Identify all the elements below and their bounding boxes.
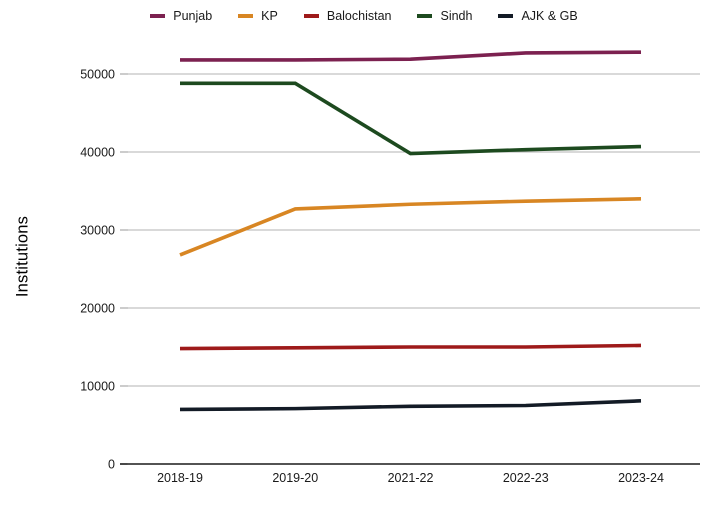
chart-legend: Punjab KP Balochistan Sindh AJK & GB — [0, 10, 728, 23]
x-tick-label: 2019-20 — [272, 471, 318, 485]
legend-label: AJK & GB — [521, 9, 578, 23]
legend-item-kp: KP — [238, 10, 278, 23]
legend-item-sindh: Sindh — [417, 10, 472, 23]
legend-swatch-punjab — [150, 14, 166, 19]
series-line-sindh — [180, 81, 642, 156]
y-tick-label: 10000 — [80, 380, 115, 394]
legend-swatch-balochistan — [303, 14, 319, 19]
legend-swatch-ajk-gb — [498, 14, 514, 19]
y-tick-label: 50000 — [80, 68, 115, 82]
series-line-kp — [179, 197, 642, 257]
legend-label: Balochistan — [326, 9, 392, 23]
y-tick-label: 0 — [108, 458, 115, 472]
y-tick-label: 20000 — [80, 302, 115, 316]
series-line-balochistan — [179, 343, 642, 351]
series-line-ajk-gb — [179, 399, 642, 412]
legend-swatch-sindh — [417, 14, 433, 19]
x-tick-label: 2023-24 — [618, 471, 664, 485]
x-tick-label: 2022-23 — [503, 471, 549, 485]
legend-item-ajk-gb: AJK & GB — [498, 9, 578, 23]
y-tick-label: 30000 — [80, 224, 115, 238]
legend-item-balochistan: Balochistan — [303, 9, 392, 23]
legend-label: Punjab — [173, 9, 213, 23]
legend-label: Sindh — [440, 9, 473, 23]
legend-item-punjab: Punjab — [150, 10, 212, 23]
series-line-punjab — [180, 50, 642, 62]
legend-label: KP — [261, 9, 278, 23]
y-tick-label: 40000 — [80, 146, 115, 160]
x-tick-label: 2021-22 — [388, 471, 434, 485]
x-tick-label: 2018-19 — [157, 471, 203, 485]
legend-swatch-kp — [238, 14, 254, 19]
